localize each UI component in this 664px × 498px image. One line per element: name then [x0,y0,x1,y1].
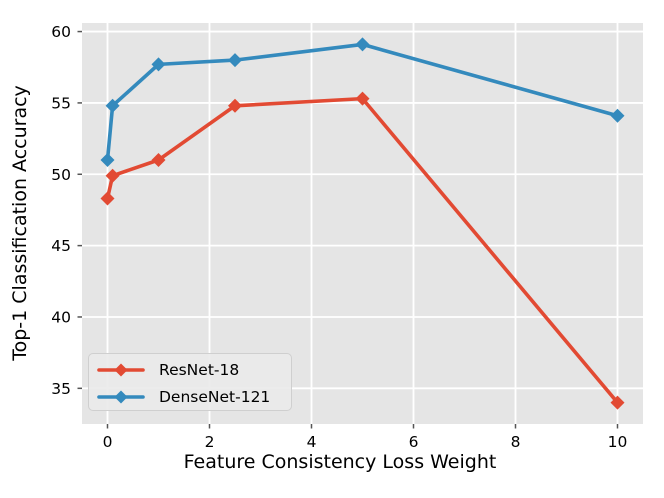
data-point-resnet-18 [228,98,242,113]
data-point-densenet-121 [355,37,370,52]
data-point-resnet-18 [610,395,625,410]
y-tick-label: 35 [51,380,71,398]
x-tick-label: 4 [307,433,317,451]
legend-item-resnet18: ResNet-18 [97,357,291,383]
y-tick-label: 55 [51,94,71,112]
y-axis-label: Top-1 Classification Accuracy [9,85,31,361]
data-point-densenet-121 [228,53,242,68]
y-tick-label: 45 [51,237,71,255]
data-point-resnet-18 [100,191,115,206]
data-point-densenet-121 [610,108,625,123]
data-point-densenet-121 [100,152,115,167]
data-point-densenet-121 [151,57,166,72]
y-tick-label: 50 [51,166,71,184]
data-point-resnet-18 [355,91,370,106]
legend: ResNet-18 DenseNet-121 [88,353,292,411]
data-point-resnet-18 [105,168,120,183]
x-tick-label: 6 [409,433,419,451]
data-point-resnet-18 [151,152,166,167]
x-tick-label: 10 [608,433,628,451]
legend-item-densenet121: DenseNet-121 [97,384,291,410]
series-line-densenet-121 [105,42,620,162]
legend-swatch-diamond-icon [114,363,128,377]
legend-swatch-diamond-icon [114,390,128,404]
legend-label-resnet18: ResNet-18 [159,361,240,380]
legend-line-swatch-resnet18 [97,363,145,377]
x-axis-label: Feature Consistency Loss Weight [183,451,497,473]
x-tick-label: 2 [205,433,215,451]
y-tick-label: 40 [51,308,71,326]
x-tick-label: 8 [511,433,521,451]
legend-label-densenet121: DenseNet-121 [159,387,271,406]
x-tick-label: 0 [103,433,113,451]
data-point-densenet-121 [105,98,120,113]
y-tick-label: 60 [51,23,71,41]
legend-line-swatch-densenet121 [97,390,145,404]
